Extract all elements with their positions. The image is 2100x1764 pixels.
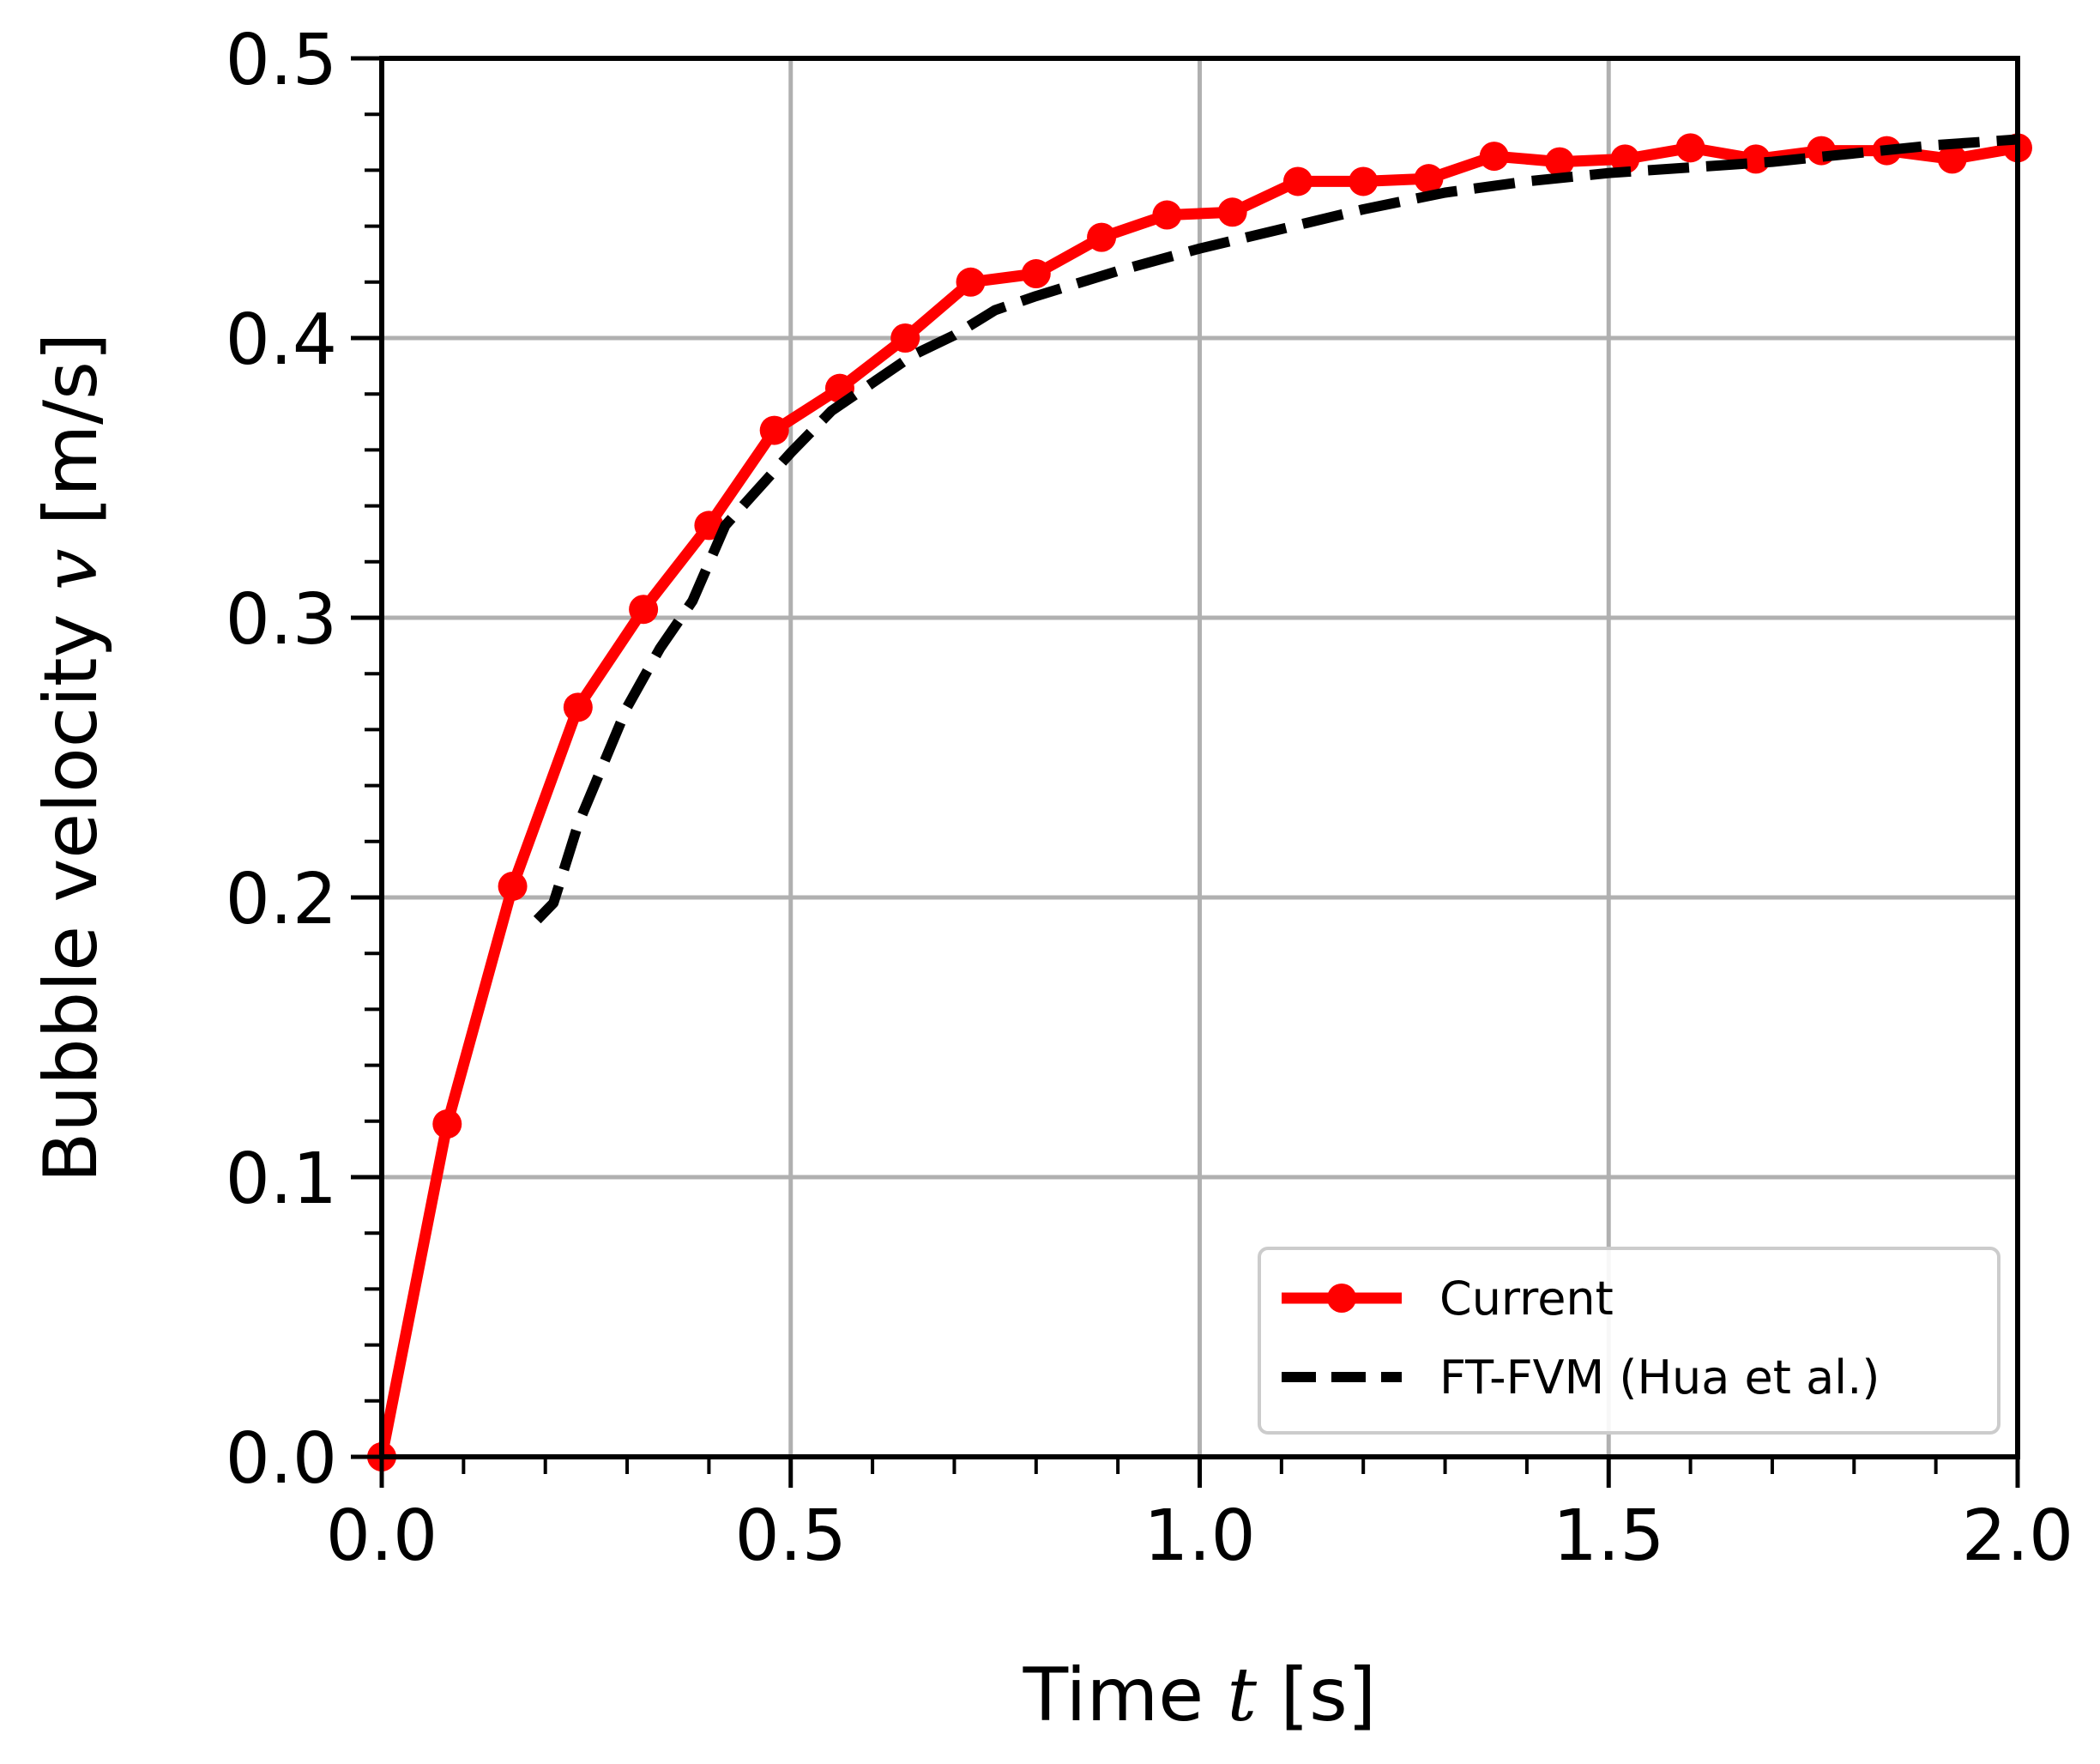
- x-tick-label: 0.0: [326, 1495, 438, 1577]
- y-axis-label-text: Bubble velocity: [28, 614, 114, 1183]
- y-tick-label: 0.1: [226, 1139, 337, 1220]
- data-point-current: [1349, 166, 1379, 196]
- data-point-current: [1021, 259, 1051, 289]
- data-point-current: [629, 595, 659, 625]
- x-axis-label: Time t [s]: [1023, 1652, 1377, 1738]
- y-tick-label: 0.0: [226, 1418, 337, 1500]
- data-point-current: [563, 692, 593, 722]
- data-point-current: [432, 1109, 462, 1139]
- data-point-current: [1675, 133, 1705, 163]
- data-point-current: [1545, 147, 1575, 177]
- y-tick-label: 0.4: [226, 299, 337, 381]
- data-point-current: [1087, 222, 1117, 252]
- data-point-current: [1937, 144, 1967, 174]
- data-point-current: [1741, 144, 1771, 174]
- series-line-ft-fvm: [533, 134, 2019, 924]
- x-tick-label: 1.0: [1144, 1495, 1255, 1577]
- data-point-current: [1479, 142, 1509, 172]
- legend: Current FT-FVM (Hua et al.): [1258, 1247, 2000, 1435]
- data-point-current: [1414, 164, 1444, 194]
- data-point-current: [694, 510, 724, 541]
- y-tick-label: 0.5: [226, 20, 337, 101]
- y-tick-label: 0.2: [226, 859, 337, 940]
- x-axis-label-unit: [s]: [1280, 1652, 1376, 1738]
- y-tick-label: 0.3: [226, 579, 337, 661]
- x-axis-label-variable: t: [1227, 1652, 1257, 1738]
- data-point-current: [1152, 200, 1182, 230]
- data-point-current: [956, 267, 986, 297]
- x-tick-label: 1.5: [1553, 1495, 1664, 1577]
- data-point-current: [759, 415, 789, 445]
- data-point-current: [1282, 166, 1312, 196]
- series-layer: [367, 133, 2032, 1471]
- legend-label-ft-fvm: FT-FVM (Hua et al.): [1439, 1350, 1880, 1405]
- x-tick-label: 2.0: [1962, 1495, 2073, 1577]
- y-axis-label-variable: v: [28, 549, 114, 591]
- legend-label-current: Current: [1439, 1272, 1614, 1326]
- legend-box: [1258, 1247, 2000, 1435]
- x-axis-label-text: Time: [1023, 1652, 1204, 1738]
- y-axis-label-unit: [m/s]: [28, 333, 114, 526]
- legend-marker-current: [1327, 1284, 1356, 1313]
- data-point-current: [890, 323, 920, 353]
- y-axis-label: Bubble velocity v [m/s]: [28, 333, 114, 1183]
- data-point-current: [498, 871, 528, 901]
- data-point-current: [1217, 197, 1247, 227]
- axis-labels: Time t [s] Bubble velocity v [m/s]: [28, 333, 1376, 1738]
- data-point-current: [1610, 144, 1640, 174]
- x-tick-label: 0.5: [735, 1495, 847, 1577]
- ticks: 0.0 0.5 1.0 1.5 2.0 0.0 0.1 0.2 0.3 0.4 0.5: [226, 20, 2074, 1577]
